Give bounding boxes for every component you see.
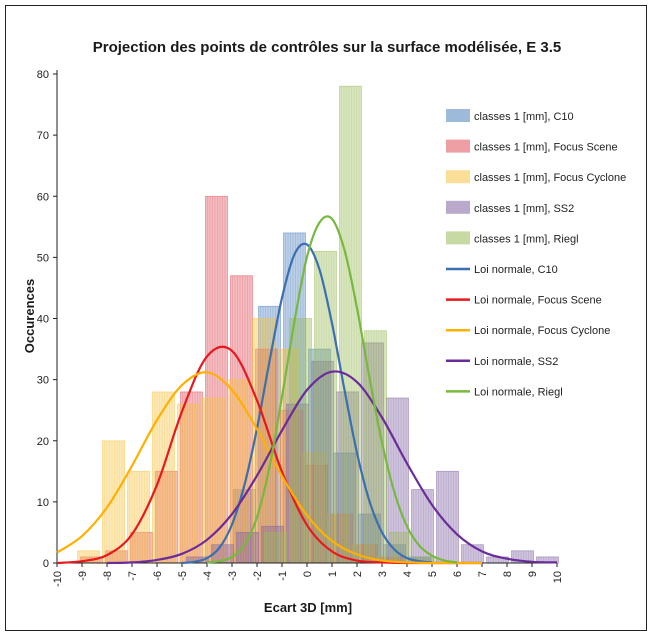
x-tick-label: 9 — [527, 571, 539, 577]
legend-item: classes 1 [mm], C10 — [446, 109, 574, 123]
x-tick-label: 0 — [302, 571, 314, 577]
bar — [127, 470, 150, 564]
legend-item: Loi normale, Focus Scene — [446, 295, 602, 307]
legend-item: classes 1 [mm], SS2 — [446, 200, 574, 215]
curve-loi-normale-riegl — [206, 215, 458, 564]
chart-frame — [5, 5, 647, 631]
bar-series-classes-1-mm-c10 — [233, 232, 431, 564]
x-tick-label: 3 — [377, 571, 389, 577]
x-axis-title: Ecart 3D [mm] — [264, 600, 352, 615]
y-tick-label: 40 — [37, 314, 49, 326]
bar — [339, 85, 362, 564]
legend: classes 1 [mm], C10 classes 1 [mm], Focus… — [446, 109, 626, 398]
normal-curves — [56, 215, 558, 565]
y-tick-label: 10 — [37, 497, 49, 509]
x-tick-label: 7 — [477, 571, 489, 577]
y-tick-label: 50 — [37, 252, 49, 264]
legend-item: Loi normale, C10 — [446, 264, 558, 276]
curve-loi-normale-c10 — [181, 242, 433, 565]
legend-label: classes 1 [mm], Focus Cyclone — [474, 172, 626, 184]
legend-item: Loi normale, Focus Cyclone — [446, 325, 610, 337]
y-tick-label: 80 — [37, 69, 49, 81]
legend-item: Loi normale, SS2 — [446, 356, 558, 368]
bar — [236, 532, 259, 564]
legend-label: classes 1 [mm], Focus Scene — [474, 142, 618, 154]
legend-label: Loi normale, Focus Scene — [474, 295, 602, 307]
x-tick-label: -9 — [77, 571, 89, 581]
y-tick-label: 70 — [37, 130, 49, 142]
legend-label: Loi normale, Focus Cyclone — [474, 325, 610, 337]
y-tick-label: 20 — [37, 436, 49, 448]
legend-swatch — [446, 170, 470, 184]
legend-item: classes 1 [mm], Focus Scene — [446, 139, 618, 154]
x-tick-label: -5 — [177, 571, 189, 581]
x-tick-label: -7 — [127, 571, 139, 581]
legend-swatch — [446, 139, 470, 153]
x-tick-label: 6 — [452, 571, 464, 577]
x-tick-label: -6 — [152, 571, 164, 581]
curve-loi-normale-ss2 — [106, 370, 558, 565]
legend-swatch — [446, 109, 470, 122]
legend-label: Loi normale, SS2 — [474, 356, 558, 368]
legend-label: classes 1 [mm], C10 — [474, 111, 574, 123]
legend-label: Loi normale, Riegl — [474, 386, 563, 398]
legend-label: classes 1 [mm], Riegl — [474, 233, 579, 245]
y-tick-label: 0 — [43, 558, 49, 570]
legend-label: Loi normale, C10 — [474, 264, 558, 276]
x-tick-label: 4 — [402, 571, 414, 577]
bar — [177, 403, 200, 564]
bar — [461, 544, 484, 564]
x-tick-label: 10 — [552, 571, 564, 583]
x-tick-label: -2 — [252, 571, 264, 581]
bar — [152, 391, 175, 564]
y-axis-title: Occurences — [22, 279, 37, 353]
x-tick-label: -3 — [227, 571, 239, 581]
x-tick-label: -4 — [202, 571, 214, 581]
chart-title: Projection des points de contrôles sur l… — [93, 39, 562, 56]
bar-series-classes-1-mm-focus-scene — [80, 195, 403, 564]
bar — [202, 397, 225, 564]
x-tick-label: 5 — [427, 571, 439, 577]
x-tick-label: -10 — [52, 571, 64, 587]
x-tick-label: 2 — [352, 571, 364, 577]
y-tick-label: 30 — [37, 375, 49, 387]
x-tick-label: -1 — [277, 571, 289, 581]
bar — [436, 470, 459, 564]
legend-item: Loi normale, Riegl — [446, 386, 563, 398]
legend-item: classes 1 [mm], Riegl — [446, 231, 579, 245]
x-tick-label: 8 — [502, 571, 514, 577]
legend-item: classes 1 [mm], Focus Cyclone — [446, 170, 626, 184]
bar — [264, 532, 287, 564]
y-tick-label: 60 — [37, 191, 49, 203]
legend-swatch — [446, 231, 470, 245]
x-tick-label: 1 — [327, 571, 339, 577]
x-tick-label: -8 — [102, 571, 114, 581]
legend-swatch — [446, 200, 470, 214]
legend-label: classes 1 [mm], SS2 — [474, 203, 574, 215]
